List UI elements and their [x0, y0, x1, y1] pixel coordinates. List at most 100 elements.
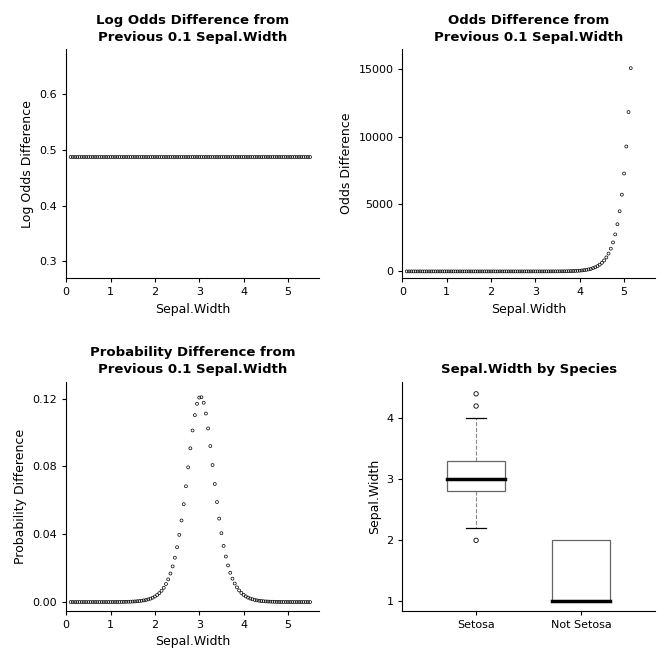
Point — [179, 152, 189, 162]
Point — [508, 266, 518, 277]
Point — [617, 189, 628, 200]
Point — [229, 578, 240, 589]
Title: Sepal.Width by Species: Sepal.Width by Species — [441, 363, 617, 376]
Point — [276, 596, 286, 607]
Point — [236, 152, 247, 162]
Point — [185, 443, 196, 453]
Point — [172, 152, 183, 162]
Point — [92, 596, 102, 607]
Point — [435, 266, 446, 277]
Point — [300, 596, 311, 607]
Point — [432, 266, 443, 277]
Point — [169, 152, 180, 162]
Point — [274, 596, 284, 607]
Point — [116, 152, 127, 162]
Point — [448, 266, 459, 277]
Point — [423, 266, 434, 277]
Point — [597, 258, 607, 268]
Point — [85, 596, 96, 607]
Point — [130, 152, 140, 162]
Point — [621, 141, 632, 152]
Point — [88, 152, 98, 162]
Point — [143, 152, 154, 162]
Point — [194, 152, 205, 162]
Point — [132, 152, 142, 162]
Point — [552, 266, 563, 277]
Point — [209, 152, 220, 162]
Point — [150, 591, 161, 602]
Point — [189, 152, 200, 162]
Point — [90, 596, 100, 607]
Point — [577, 265, 587, 276]
Point — [74, 152, 85, 162]
Point — [468, 266, 479, 277]
Point — [413, 266, 423, 277]
Point — [428, 266, 439, 277]
Point — [282, 596, 293, 607]
X-axis label: Sepal.Width: Sepal.Width — [155, 635, 230, 648]
Point — [539, 266, 550, 277]
Point — [437, 266, 448, 277]
Point — [530, 266, 541, 277]
Point — [176, 515, 187, 526]
Point — [130, 596, 140, 606]
Point — [561, 266, 572, 277]
Point — [201, 152, 211, 162]
Point — [466, 266, 476, 277]
Point — [272, 152, 282, 162]
Point — [254, 152, 264, 162]
Point — [88, 596, 98, 607]
Point — [285, 596, 296, 607]
Point — [78, 596, 89, 607]
Point — [276, 152, 286, 162]
Point — [105, 152, 116, 162]
Point — [198, 152, 209, 162]
Point — [287, 596, 298, 607]
Point — [488, 266, 498, 277]
Point — [238, 152, 249, 162]
Point — [207, 152, 218, 162]
Point — [471, 535, 482, 545]
Point — [98, 152, 109, 162]
Point — [579, 265, 589, 275]
Point — [471, 401, 482, 411]
Point — [282, 152, 293, 162]
Point — [172, 542, 183, 553]
Point — [519, 266, 530, 277]
Point — [72, 152, 83, 162]
Point — [462, 266, 472, 277]
Point — [245, 593, 256, 604]
Point — [83, 596, 94, 607]
Point — [444, 266, 454, 277]
Point — [103, 152, 114, 162]
Point — [477, 266, 488, 277]
Point — [415, 266, 425, 277]
Point — [492, 266, 503, 277]
Point — [430, 266, 441, 277]
Point — [83, 152, 94, 162]
Point — [81, 596, 92, 607]
Point — [238, 590, 249, 600]
Point — [252, 152, 262, 162]
Point — [114, 596, 125, 607]
Point — [626, 63, 636, 73]
Point — [486, 266, 496, 277]
Point — [565, 266, 576, 277]
Point — [225, 567, 235, 578]
Point — [521, 266, 532, 277]
Point — [229, 152, 240, 162]
Point — [125, 152, 136, 162]
Point — [247, 594, 258, 604]
Point — [512, 266, 523, 277]
Point — [280, 596, 291, 607]
Point — [474, 266, 485, 277]
Point — [203, 423, 213, 434]
Point — [296, 152, 306, 162]
Point — [526, 266, 537, 277]
Point — [66, 152, 76, 162]
Point — [132, 596, 142, 606]
Point — [233, 152, 244, 162]
Point — [209, 479, 220, 489]
Point — [426, 266, 437, 277]
Point — [254, 595, 264, 606]
